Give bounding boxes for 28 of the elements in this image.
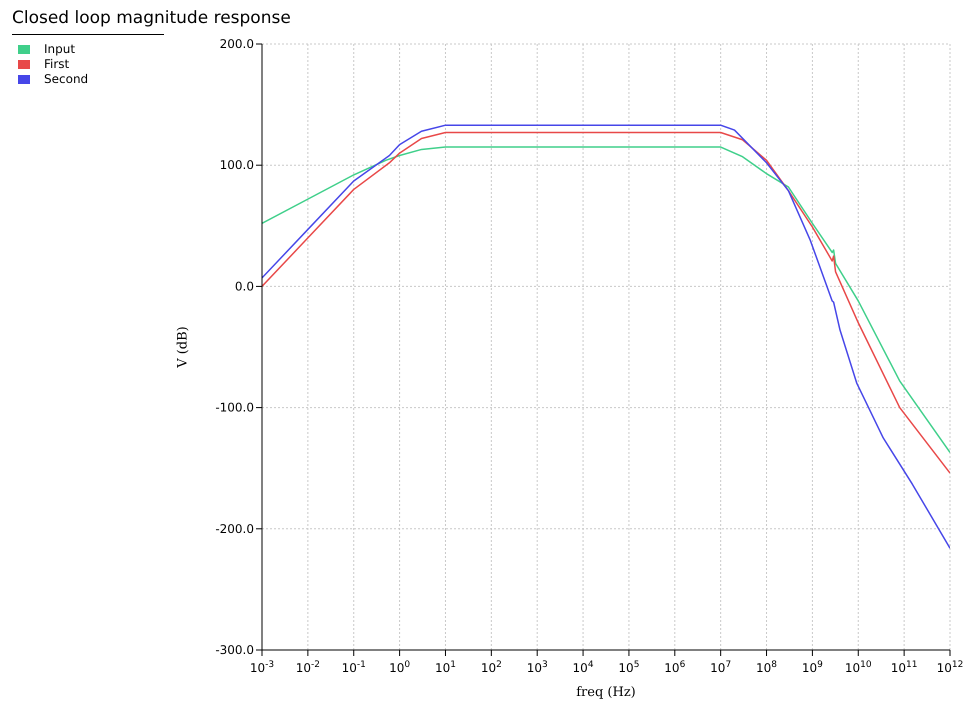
x-tick-label: 10$^{1}$ [434, 660, 456, 675]
y-axis-title: V (dB) [176, 326, 191, 369]
x-tick-label: 10$^{4}$ [572, 660, 594, 675]
y-tick-label: -300.0 [215, 643, 254, 657]
y-tick-label: -100.0 [215, 400, 254, 415]
x-tick-label: 10$^{5}$ [618, 660, 640, 675]
legend-label: Input [44, 42, 76, 57]
x-tick-label: 10$^{10}$ [844, 660, 872, 675]
x-tick-label: 10$^{3}$ [526, 660, 548, 675]
y-tick-label: 100.0 [220, 158, 254, 172]
chart-title: Closed loop magnitude response [12, 8, 291, 28]
y-tick-label: 0.0 [234, 279, 254, 294]
x-tick-label: 10$^{11}$ [890, 660, 918, 675]
x-tick-label: 10$^{8}$ [756, 660, 778, 675]
x-tick-label: 10$^{12}$ [936, 660, 964, 675]
x-tick-label: 10$^{-2}$ [296, 660, 320, 675]
x-tick-label: 10$^{-1}$ [342, 660, 366, 675]
x-tick-label: 10$^{7}$ [710, 660, 732, 675]
legend-label: First [44, 57, 70, 72]
y-tick-label: -200.0 [215, 522, 254, 536]
x-tick-label: 10$^{2}$ [480, 660, 502, 675]
x-tick-label: 10$^{0}$ [389, 660, 410, 675]
y-tick-label: 200.0 [220, 37, 254, 51]
x-axis-title: freq (Hz) [576, 685, 636, 700]
legend-label: Second [44, 72, 88, 87]
x-tick-label: 10$^{6}$ [664, 660, 686, 675]
x-tick-label: 10$^{9}$ [802, 660, 824, 675]
x-tick-label: 10$^{-3}$ [250, 660, 274, 675]
